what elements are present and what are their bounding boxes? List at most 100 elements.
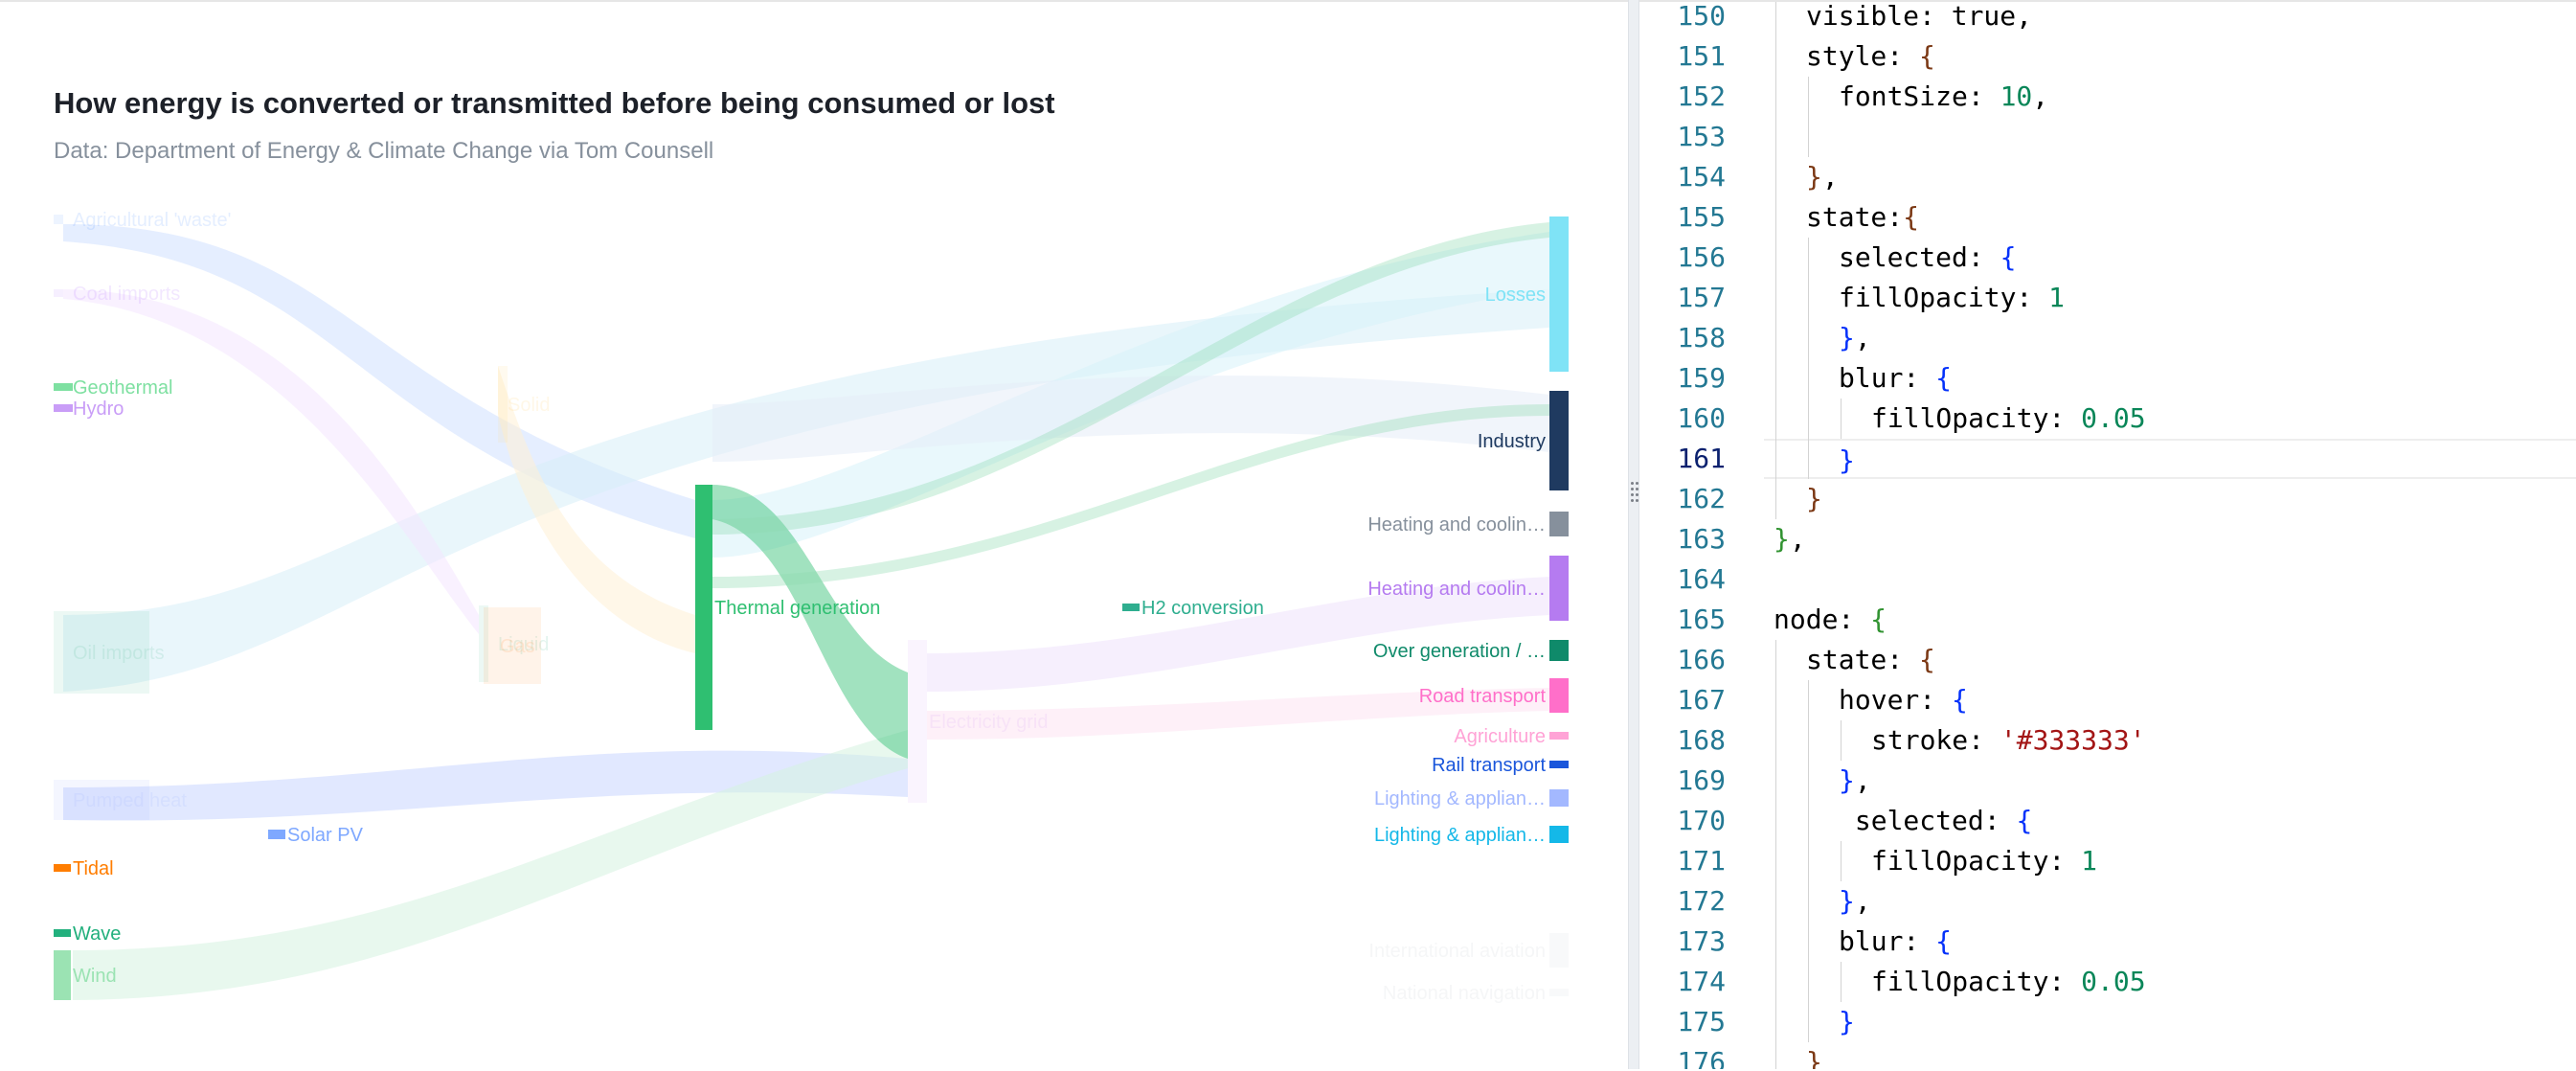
code-line[interactable]: }, xyxy=(1774,761,1871,801)
sankey-node[interactable] xyxy=(268,830,285,839)
chart-subtitle: Data: Department of Energy & Climate Cha… xyxy=(54,138,714,164)
sankey-node[interactable] xyxy=(54,929,71,937)
sankey-node[interactable] xyxy=(1549,640,1569,661)
sankey-chart[interactable]: Agricultural 'waste' Coal imports Geotherm… xyxy=(0,2,1628,1071)
sankey-node[interactable] xyxy=(54,289,63,297)
code-editor[interactable]: 150 151 152 153 154 155 156 157 158 159 160 161 162 1… xyxy=(1639,0,2576,1069)
background-flows xyxy=(63,224,1549,1000)
indent-guide xyxy=(1808,922,1809,962)
code-area[interactable]: visible: true, style: {fontSize: 10,}, sta… xyxy=(1764,2,2576,1069)
code-token: state: xyxy=(1806,201,1904,233)
sankey-node[interactable] xyxy=(479,605,488,682)
code-line[interactable]: selected: { xyxy=(1774,238,2016,278)
sankey-link[interactable] xyxy=(63,224,695,538)
sankey-node[interactable] xyxy=(1549,732,1569,740)
sankey-link[interactable] xyxy=(712,485,908,759)
sankey-node[interactable] xyxy=(1549,789,1569,807)
sankey-link[interactable] xyxy=(63,750,908,821)
code-line[interactable]: state: { xyxy=(1774,640,1935,680)
sankey-node[interactable] xyxy=(54,950,71,1000)
sankey-node[interactable] xyxy=(1549,216,1569,372)
sankey-node[interactable] xyxy=(1549,933,1569,968)
line-number-gutter: 150 151 152 153 154 155 156 157 158 159 160 161 162 1… xyxy=(1639,2,1726,1069)
sankey-node-label: Wave xyxy=(73,923,121,945)
indent-guide xyxy=(1775,680,1776,720)
line-number: 164 xyxy=(1677,563,1726,595)
code-line[interactable]: } xyxy=(1774,479,1822,519)
code-line[interactable]: }, xyxy=(1774,318,1871,358)
sankey-node[interactable] xyxy=(1549,391,1569,490)
line-number: 151 xyxy=(1677,40,1726,72)
code-line[interactable]: }, xyxy=(1774,881,1871,922)
sankey-node[interactable] xyxy=(54,780,149,820)
code-line[interactable]: selected: { xyxy=(1774,801,2032,841)
sankey-node[interactable] xyxy=(695,485,712,730)
indent-guide xyxy=(1808,680,1809,720)
code-token: { xyxy=(1935,925,1953,957)
code-line[interactable]: fillOpacity: 1 xyxy=(1774,278,2065,318)
sankey-node[interactable] xyxy=(1122,604,1140,611)
code-line[interactable]: fontSize: 10, xyxy=(1774,77,2048,117)
sankey-node[interactable] xyxy=(1549,761,1569,768)
panel-resize-handle[interactable] xyxy=(1628,0,1639,1069)
code-line[interactable]: } xyxy=(1764,439,2576,479)
code-token: { xyxy=(2000,241,2017,273)
sankey-node[interactable] xyxy=(484,607,541,684)
sankey-node-label: Solid xyxy=(508,395,550,416)
sankey-node[interactable] xyxy=(54,215,63,224)
indent-guide xyxy=(1808,962,1809,1002)
code-line[interactable]: fillOpacity: 0.05 xyxy=(1774,399,2146,439)
sankey-link[interactable] xyxy=(927,577,1549,692)
indent-guide xyxy=(1775,1002,1776,1042)
code-token: , xyxy=(1789,523,1806,555)
code-token: 1 xyxy=(2081,845,2098,877)
sankey-node[interactable] xyxy=(54,404,73,412)
code-line[interactable]: }, xyxy=(1774,157,1839,197)
sankey-node[interactable] xyxy=(54,864,71,872)
code-line[interactable]: blur: { xyxy=(1774,358,1952,399)
indent-guide xyxy=(1808,117,1809,157)
sankey-node[interactable] xyxy=(498,366,508,443)
code-line[interactable]: hover: { xyxy=(1774,680,1968,720)
line-number: 168 xyxy=(1677,724,1726,756)
sankey-node[interactable] xyxy=(908,640,927,803)
sankey-link[interactable] xyxy=(63,289,1549,692)
code-line[interactable]: node: { xyxy=(1774,600,1887,640)
sankey-node[interactable] xyxy=(54,611,149,694)
code-token: 0.05 xyxy=(2081,966,2146,997)
sankey-link[interactable] xyxy=(73,730,908,1000)
code-line[interactable] xyxy=(1774,117,1839,157)
sankey-link[interactable] xyxy=(498,366,695,653)
sankey-node-label: Oil imports xyxy=(73,643,165,664)
line-number: 163 xyxy=(1677,523,1726,555)
sankey-node-label: International aviation xyxy=(1368,941,1546,962)
sankey-node[interactable] xyxy=(1549,678,1569,713)
sankey-node-label: Lighting & applian… xyxy=(1374,788,1546,809)
code-token: } xyxy=(1806,161,1822,193)
code-token: } xyxy=(1839,1006,1855,1037)
code-line[interactable]: blur: { xyxy=(1774,922,1952,962)
sankey-node[interactable] xyxy=(54,383,73,391)
sankey-link[interactable] xyxy=(927,688,1549,740)
code-line[interactable]: stroke: '#333333' xyxy=(1774,720,2146,761)
code-line[interactable]: fillOpacity: 0.05 xyxy=(1774,962,2146,1002)
code-line[interactable]: } xyxy=(1774,1002,1855,1042)
code-line[interactable]: style: { xyxy=(1774,36,1935,77)
sankey-link[interactable] xyxy=(712,404,1549,588)
code-line[interactable]: } xyxy=(1774,1042,1822,1069)
sankey-node[interactable] xyxy=(1549,512,1569,536)
indent-guide xyxy=(1775,399,1776,439)
code-line[interactable]: fillOpacity: 1 xyxy=(1774,841,2097,881)
code-token: blur: xyxy=(1839,925,1936,957)
code-token: { xyxy=(1952,684,1968,716)
code-line[interactable]: visible: true, xyxy=(1774,2,2032,36)
sankey-node[interactable] xyxy=(1549,826,1569,843)
chart-preview-panel[interactable]: How energy is converted or transmitted b… xyxy=(0,0,1628,1069)
sankey-node[interactable] xyxy=(1549,989,1569,996)
indent-guide xyxy=(1808,318,1809,358)
code-line[interactable]: state:{ xyxy=(1774,197,1919,238)
sankey-link[interactable] xyxy=(712,376,1549,462)
sankey-link[interactable] xyxy=(63,289,479,634)
sankey-node[interactable] xyxy=(1549,556,1569,621)
code-line[interactable]: }, xyxy=(1774,519,1806,559)
